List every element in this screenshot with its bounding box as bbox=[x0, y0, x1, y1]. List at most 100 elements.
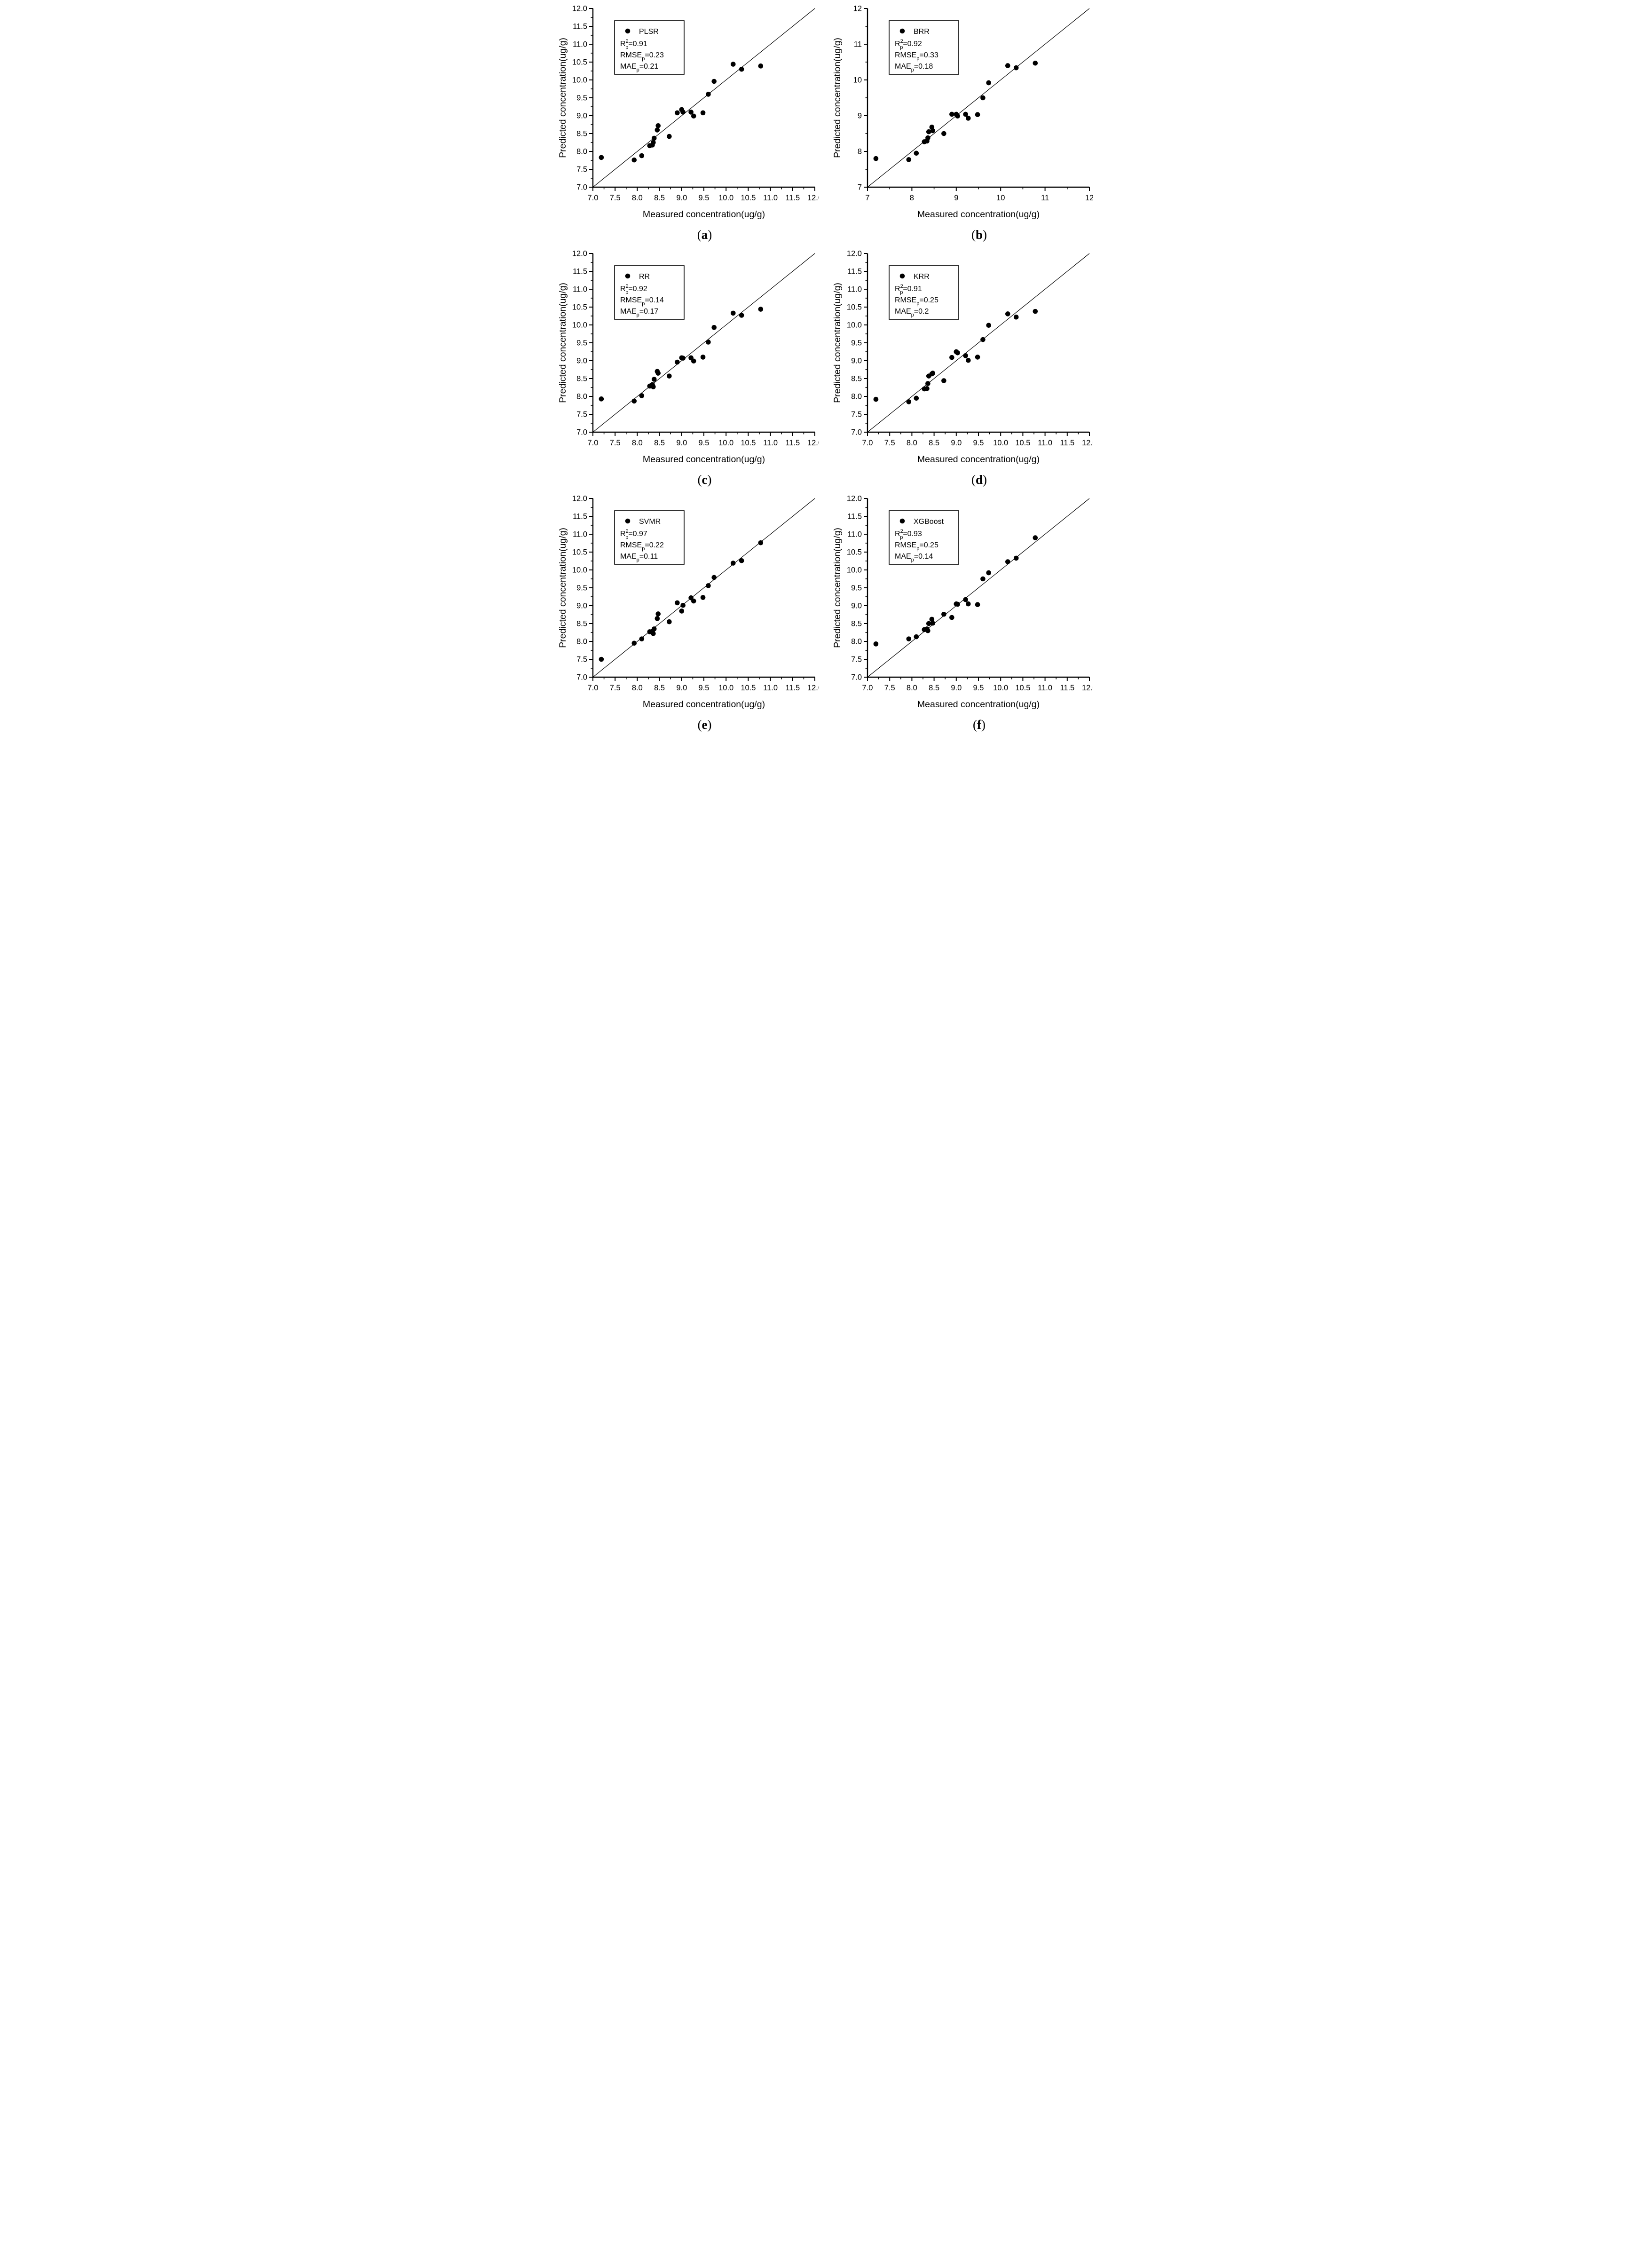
y-tick-label: 10.5 bbox=[572, 303, 587, 312]
legend-stat-line: MAEp=0.14 bbox=[895, 553, 933, 563]
x-tick-label: 8.5 bbox=[654, 194, 665, 202]
y-tick-label: 10 bbox=[853, 76, 861, 85]
y-tick-label: 9.5 bbox=[576, 584, 587, 593]
y-tick-label: 10.5 bbox=[572, 548, 587, 557]
x-tick-label: 10.0 bbox=[993, 439, 1008, 447]
y-tick-label: 7.0 bbox=[851, 428, 862, 437]
data-point bbox=[924, 386, 930, 391]
data-point bbox=[599, 656, 604, 662]
data-point bbox=[680, 110, 686, 115]
legend-stat-line: RMSEp=0.23 bbox=[620, 51, 664, 62]
y-tick-label: 8.5 bbox=[851, 375, 862, 383]
y-tick-label: 7.5 bbox=[851, 411, 862, 419]
y-tick-label: 11.5 bbox=[847, 268, 862, 276]
data-point bbox=[651, 377, 657, 382]
x-tick-label: 9.0 bbox=[676, 194, 687, 202]
y-tick-label: 11.0 bbox=[847, 530, 862, 539]
data-point bbox=[730, 62, 736, 67]
data-point bbox=[651, 626, 657, 632]
data-point bbox=[975, 602, 980, 608]
data-point bbox=[654, 616, 660, 621]
y-tick-label: 7.5 bbox=[576, 411, 587, 419]
data-point bbox=[914, 150, 919, 156]
y-tick-label: 10.0 bbox=[572, 321, 587, 330]
data-point bbox=[965, 357, 971, 363]
x-tick-label: 7.0 bbox=[862, 439, 873, 447]
data-point bbox=[986, 80, 991, 86]
data-point bbox=[655, 611, 661, 616]
y-axis-title: Predicted concentration(ug/g) bbox=[832, 38, 843, 158]
data-point bbox=[650, 140, 656, 145]
data-point bbox=[711, 79, 717, 84]
data-point bbox=[941, 378, 946, 383]
x-tick-label: 7.0 bbox=[587, 684, 598, 692]
x-axis-title: Measured concentration(ug/g) bbox=[917, 454, 1039, 465]
y-tick-label: 11.5 bbox=[573, 268, 587, 276]
panel-c: 7.0 7.0 7.5 7.5 8.0 8.0 8.5 8.5 9.0 9.0 9.5 9.5 10.0… bbox=[550, 248, 824, 493]
x-tick-label: 11.0 bbox=[763, 684, 778, 692]
y-axis-title: Predicted concentration(ug/g) bbox=[832, 283, 843, 403]
y-tick-label: 7.0 bbox=[576, 673, 587, 682]
x-tick-label: 12.0 bbox=[1081, 684, 1093, 692]
x-tick-label: 10 bbox=[996, 194, 1005, 202]
x-tick-label: 8.5 bbox=[929, 684, 939, 692]
legend-marker-dot-icon bbox=[625, 273, 630, 279]
x-tick-label: 10.5 bbox=[1015, 439, 1030, 447]
y-tick-label: 7.0 bbox=[576, 183, 587, 192]
data-point bbox=[730, 310, 736, 316]
legend-stat-line: RMSEp=0.14 bbox=[620, 296, 664, 307]
y-tick-label: 8.0 bbox=[851, 638, 862, 646]
data-points bbox=[599, 62, 763, 163]
x-tick-label: 7.5 bbox=[884, 439, 895, 447]
x-tick-label: 9.0 bbox=[676, 439, 687, 447]
y-tick-label: 12.0 bbox=[572, 5, 587, 13]
y-axis-title: Predicted concentration(ug/g) bbox=[558, 38, 568, 158]
x-tick-label: 7 bbox=[865, 194, 869, 202]
x-tick-label: 7.0 bbox=[587, 194, 598, 202]
data-point bbox=[599, 396, 604, 402]
data-point bbox=[1013, 314, 1019, 320]
panel-caption: (c) bbox=[697, 473, 712, 487]
data-point bbox=[679, 608, 684, 614]
data-point bbox=[639, 636, 644, 641]
legend-stat-line: R2 p=0.93 bbox=[895, 529, 922, 540]
x-tick-label: 11.0 bbox=[1038, 439, 1052, 447]
legend-series-label: KRR bbox=[914, 273, 930, 281]
scatter-plot-krr: 7.07.0 7.5 7.5 8.0 8.0 8.5 8.5 9.0 9.0 9.5 9.5 10.0… bbox=[832, 250, 1093, 465]
data-point bbox=[691, 113, 696, 119]
y-tick-label: 12.0 bbox=[846, 250, 861, 258]
x-tick-label: 11.0 bbox=[1038, 684, 1052, 692]
data-point bbox=[873, 396, 878, 402]
y-tick-label: 10.5 bbox=[846, 548, 861, 557]
data-point bbox=[666, 373, 672, 379]
x-tick-label: 10.5 bbox=[741, 439, 756, 447]
data-point bbox=[925, 135, 930, 141]
data-point bbox=[691, 358, 696, 364]
scatter-plot-plsr: 7.07.0 7.5 7.5 8.0 8.0 8.5 8.5 9.0 9.0 9.5 9.5 10.0… bbox=[558, 5, 819, 220]
data-point bbox=[941, 131, 946, 136]
data-point bbox=[739, 313, 744, 318]
x-tick-label: 11.5 bbox=[785, 684, 800, 692]
panel-letter: a bbox=[701, 228, 708, 242]
identity-line bbox=[867, 498, 1089, 678]
x-tick-label: 10.0 bbox=[993, 684, 1008, 692]
x-tick-label: 12.0 bbox=[807, 684, 818, 692]
y-tick-label: 7.0 bbox=[851, 673, 862, 682]
data-point bbox=[674, 359, 680, 365]
data-point bbox=[930, 371, 935, 376]
data-point bbox=[674, 110, 680, 116]
legend-series-label: RR bbox=[639, 273, 650, 281]
x-tick-label: 9.5 bbox=[973, 439, 984, 447]
data-point bbox=[1013, 65, 1019, 71]
data-points bbox=[873, 535, 1038, 647]
data-point bbox=[688, 110, 694, 115]
y-tick-label: 11.5 bbox=[573, 23, 587, 31]
data-point bbox=[949, 355, 954, 360]
data-point bbox=[739, 558, 744, 563]
legend-marker-dot-icon bbox=[899, 273, 905, 279]
panel-caption: (e) bbox=[697, 718, 712, 732]
data-point bbox=[599, 155, 604, 160]
data-point bbox=[914, 395, 919, 401]
